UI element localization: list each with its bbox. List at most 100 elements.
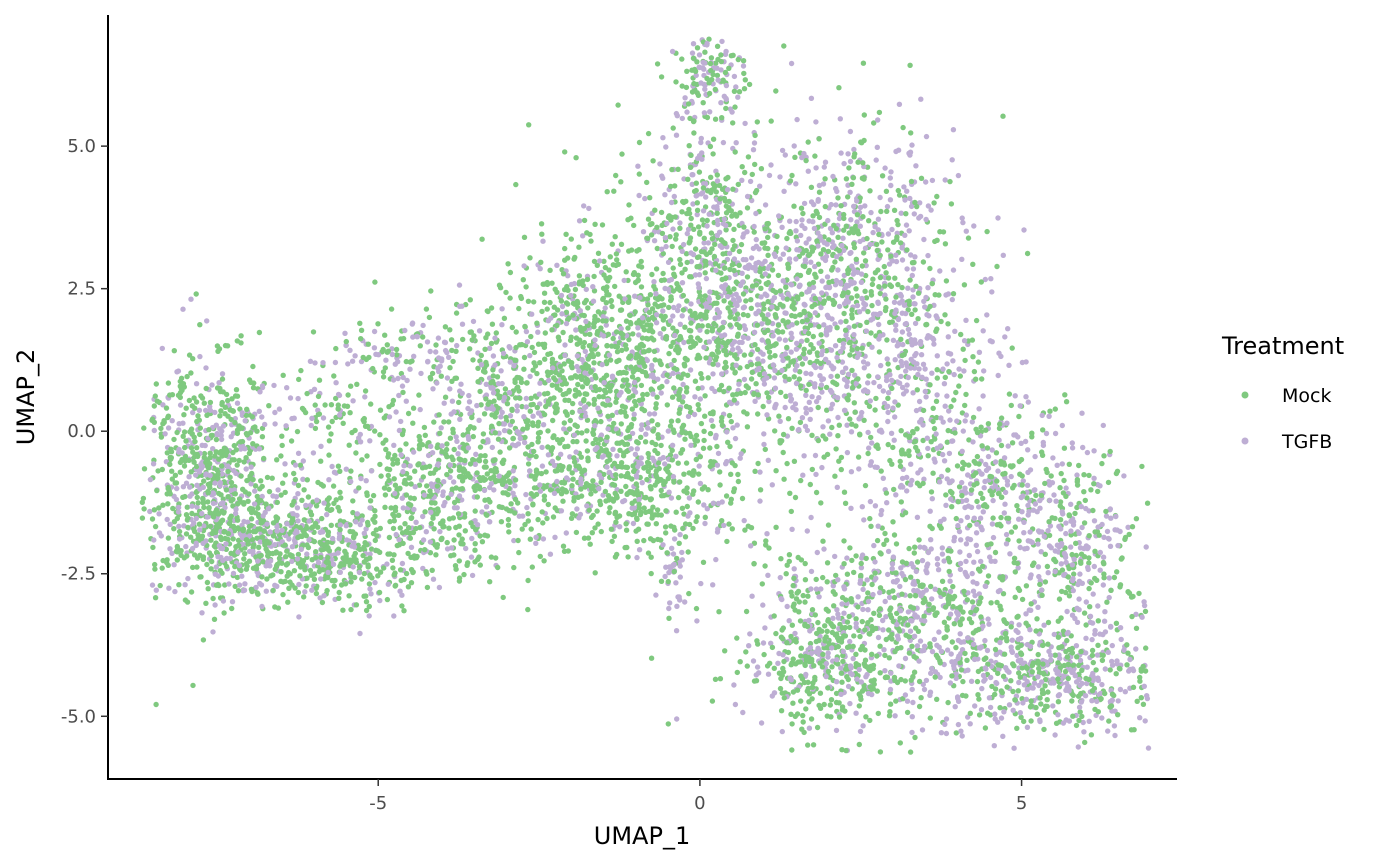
- point-mock: [744, 424, 751, 430]
- point-tgfb: [995, 215, 1001, 221]
- point-mock: [358, 327, 365, 333]
- point-tgfb: [203, 407, 209, 414]
- point-mock: [914, 559, 921, 565]
- point-mock: [874, 537, 881, 544]
- point-mock: [669, 394, 676, 400]
- point-mock: [841, 538, 847, 544]
- point-mock: [568, 334, 574, 340]
- point-mock: [1109, 691, 1116, 697]
- point-mock: [424, 483, 430, 489]
- point-mock: [695, 385, 701, 392]
- point-mock: [658, 578, 665, 584]
- point-tgfb: [922, 388, 928, 395]
- point-mock: [780, 625, 786, 631]
- point-tgfb: [420, 565, 426, 572]
- point-tgfb: [449, 398, 456, 404]
- point-mock: [725, 338, 731, 345]
- point-mock: [778, 556, 784, 562]
- point-mock: [1042, 676, 1049, 683]
- point-tgfb: [300, 476, 306, 482]
- point-tgfb: [899, 244, 905, 251]
- point-mock: [849, 347, 855, 353]
- point-mock: [682, 436, 688, 442]
- point-mock: [474, 494, 480, 500]
- point-mock: [301, 487, 307, 493]
- point-tgfb: [330, 535, 336, 542]
- point-mock: [604, 189, 610, 195]
- point-tgfb: [671, 193, 677, 200]
- point-tgfb: [1023, 394, 1029, 400]
- point-mock: [563, 309, 570, 315]
- point-mock: [789, 622, 795, 628]
- point-mock: [421, 424, 428, 431]
- point-mock: [687, 430, 693, 437]
- point-mock: [1037, 695, 1043, 701]
- point-tgfb: [1000, 252, 1006, 258]
- point-tgfb: [863, 262, 869, 269]
- point-mock: [374, 566, 380, 572]
- point-mock: [462, 528, 468, 534]
- point-mock: [1057, 517, 1064, 523]
- point-tgfb: [825, 650, 831, 656]
- point-mock: [898, 499, 904, 505]
- point-mock: [188, 589, 195, 595]
- point-mock: [1062, 392, 1068, 398]
- point-mock: [1101, 453, 1107, 459]
- point-mock: [294, 428, 301, 435]
- point-mock: [1051, 556, 1057, 563]
- point-tgfb: [1091, 563, 1098, 570]
- point-mock: [727, 266, 733, 273]
- point-mock: [843, 318, 849, 324]
- point-tgfb: [741, 304, 748, 310]
- point-tgfb: [407, 366, 413, 372]
- point-mock: [172, 472, 179, 478]
- point-mock: [604, 284, 610, 290]
- point-mock: [182, 493, 188, 500]
- point-tgfb: [750, 245, 757, 252]
- point-tgfb: [943, 730, 950, 737]
- point-mock: [1005, 515, 1012, 521]
- point-mock: [298, 367, 304, 374]
- point-tgfb: [276, 406, 283, 412]
- point-mock: [846, 230, 852, 236]
- point-tgfb: [909, 729, 915, 736]
- point-tgfb: [808, 95, 815, 102]
- point-tgfb: [779, 224, 785, 230]
- point-tgfb: [759, 337, 765, 343]
- point-mock: [594, 331, 600, 337]
- point-mock: [587, 331, 593, 337]
- point-tgfb: [880, 627, 886, 633]
- point-tgfb: [944, 393, 950, 399]
- point-tgfb: [942, 177, 948, 183]
- point-mock: [441, 419, 447, 425]
- point-mock: [648, 486, 654, 492]
- point-tgfb: [375, 352, 382, 358]
- point-mock: [812, 153, 818, 159]
- point-tgfb: [583, 318, 589, 325]
- point-tgfb: [1048, 657, 1054, 663]
- point-tgfb: [851, 332, 857, 338]
- point-mock: [1044, 563, 1051, 570]
- point-mock: [1114, 569, 1120, 575]
- point-mock: [702, 49, 708, 55]
- point-tgfb: [1069, 445, 1076, 451]
- point-mock: [1016, 413, 1022, 420]
- point-mock: [807, 251, 813, 258]
- point-mock: [962, 650, 968, 657]
- point-mock: [440, 518, 446, 524]
- point-mock: [188, 469, 194, 475]
- point-mock: [403, 441, 409, 447]
- point-mock: [832, 473, 838, 479]
- point-mock: [592, 525, 598, 531]
- point-tgfb: [901, 184, 907, 190]
- point-tgfb: [742, 120, 748, 127]
- point-mock: [442, 394, 449, 400]
- point-tgfb: [617, 524, 623, 530]
- point-tgfb: [899, 570, 905, 577]
- point-mock: [506, 445, 513, 451]
- point-mock: [234, 338, 240, 344]
- point-tgfb: [271, 382, 277, 389]
- point-mock: [867, 188, 873, 194]
- point-tgfb: [833, 679, 840, 685]
- point-tgfb: [810, 284, 817, 290]
